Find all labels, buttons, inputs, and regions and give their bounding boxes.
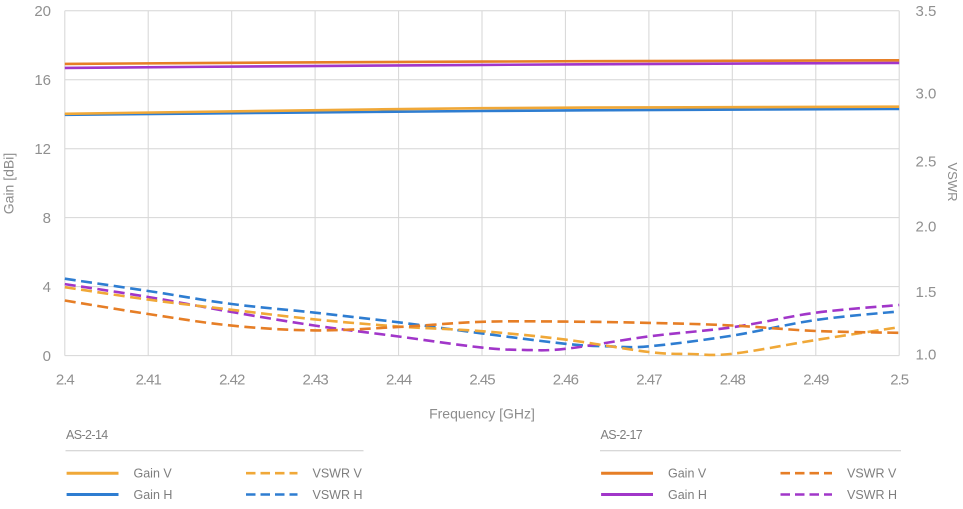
svg-text:Gain V: Gain V — [668, 467, 707, 481]
svg-text:AS-2-14: AS-2-14 — [66, 428, 108, 442]
svg-text:2.48: 2.48 — [720, 372, 746, 389]
svg-text:Gain H: Gain H — [134, 488, 173, 502]
svg-text:Gain V: Gain V — [134, 467, 173, 481]
svg-text:VSWR V: VSWR V — [313, 467, 363, 481]
svg-text:VSWR: VSWR — [945, 163, 960, 202]
svg-text:2.46: 2.46 — [553, 372, 579, 389]
svg-text:2.49: 2.49 — [803, 372, 829, 389]
svg-text:2.42: 2.42 — [219, 372, 245, 389]
svg-text:VSWR V: VSWR V — [847, 467, 897, 481]
svg-text:Frequency [GHz]: Frequency [GHz] — [429, 405, 535, 421]
svg-text:Gain [dBi]: Gain [dBi] — [0, 153, 16, 214]
svg-text:2.5: 2.5 — [890, 372, 909, 389]
svg-text:2.0: 2.0 — [916, 219, 937, 236]
svg-text:16: 16 — [34, 72, 51, 89]
svg-text:1.5: 1.5 — [916, 284, 937, 301]
svg-text:VSWR H: VSWR H — [313, 488, 363, 502]
svg-text:0: 0 — [43, 348, 51, 365]
svg-text:Gain H: Gain H — [668, 488, 707, 502]
svg-text:3.0: 3.0 — [916, 86, 937, 103]
svg-text:12: 12 — [34, 141, 51, 158]
svg-text:VSWR H: VSWR H — [847, 488, 897, 502]
svg-text:1.0: 1.0 — [916, 346, 937, 363]
svg-text:2.4: 2.4 — [56, 372, 75, 389]
svg-text:2.44: 2.44 — [386, 372, 412, 389]
svg-text:3.5: 3.5 — [916, 3, 937, 20]
svg-text:2.43: 2.43 — [302, 372, 328, 389]
svg-text:AS-2-17: AS-2-17 — [601, 428, 643, 442]
svg-text:2.45: 2.45 — [469, 372, 495, 389]
svg-text:8: 8 — [43, 210, 51, 227]
svg-text:2.41: 2.41 — [136, 372, 162, 389]
svg-text:2.5: 2.5 — [916, 153, 937, 170]
svg-text:2.47: 2.47 — [636, 372, 662, 389]
svg-text:20: 20 — [34, 3, 51, 20]
svg-text:4: 4 — [43, 279, 51, 296]
